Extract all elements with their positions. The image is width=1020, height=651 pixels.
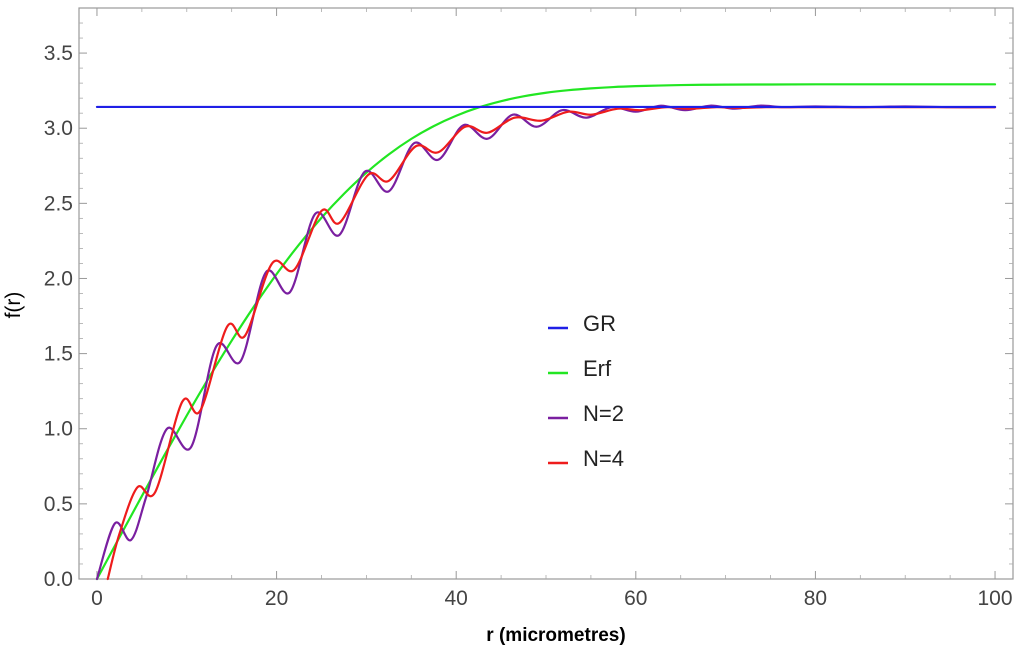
- x-tick-label: 80: [804, 587, 827, 610]
- series-layer: [95, 83, 997, 581]
- legend-label-n-4: N=4: [583, 446, 624, 471]
- series-line-n-2: [95, 104, 997, 581]
- y-tick-label: 1.0: [44, 418, 73, 441]
- y-tick-label: 0.0: [44, 568, 73, 591]
- y-tick-label: 1.5: [44, 343, 73, 366]
- x-tick-label: 0: [91, 587, 103, 610]
- legend-label-gr: GR: [583, 311, 616, 336]
- legend-label-n-2: N=2: [583, 401, 624, 426]
- legend-label-erf: Erf: [583, 356, 612, 381]
- series-line-erf: [95, 83, 997, 581]
- y-tick-label: 2.5: [44, 192, 73, 215]
- x-axis-title: r (micrometres): [486, 625, 625, 646]
- x-tick-label: 60: [624, 587, 647, 610]
- y-tick-label: 3.0: [44, 117, 73, 140]
- y-tick-label: 2.0: [44, 267, 73, 290]
- x-tick-label: 100: [978, 587, 1013, 610]
- ticks-layer: 0 20 40 60 80 100 0.0 0.5 1.0 1.5 2.0 2.5 3.0 3.5: [44, 8, 1013, 610]
- y-tick-label: 3.5: [44, 42, 73, 65]
- legend: GR Erf N=2 N=4: [548, 311, 624, 471]
- y-axis-title: f(r): [2, 292, 25, 319]
- series-line-n-4: [106, 106, 997, 581]
- x-tick-label: 40: [445, 587, 468, 610]
- y-tick-label: 0.5: [44, 493, 73, 516]
- x-tick-label: 20: [265, 587, 288, 610]
